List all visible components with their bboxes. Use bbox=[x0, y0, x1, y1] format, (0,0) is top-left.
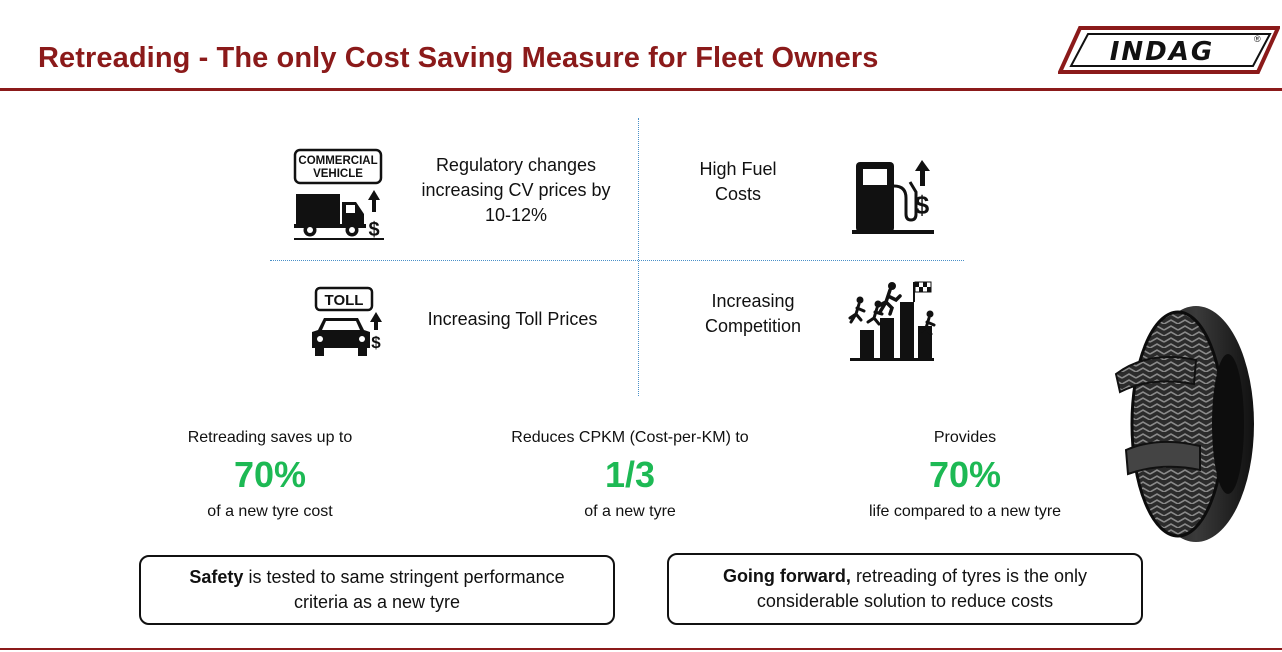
footer-divider bbox=[0, 648, 1282, 650]
stat-label-top: Reduces CPKM (Cost-per-KM) to bbox=[511, 429, 749, 446]
quadrant-competition-text: Increasing Competition bbox=[682, 289, 824, 339]
quadrant-text-line: Regulatory changes bbox=[435, 155, 597, 175]
icon-label-commercial: COMMERCIAL bbox=[298, 155, 377, 167]
svg-text:$: $ bbox=[368, 219, 379, 241]
callout-text: retreading of tyres is the only bbox=[850, 566, 1088, 586]
icon-label-vehicle: VEHICLE bbox=[313, 168, 363, 180]
stat-label-top: Retreading saves up to bbox=[187, 429, 353, 446]
quadrant-fuel-costs-text: High Fuel Costs bbox=[668, 157, 808, 207]
stat-label-bottom: life compared to a new tyre bbox=[868, 503, 1062, 520]
stat-cpkm: Reduces CPKM (Cost-per-KM) to 1/3 of a n… bbox=[470, 428, 790, 522]
quadrant-text-line: High Fuel bbox=[699, 159, 777, 179]
logo-registered-mark: ® bbox=[1254, 34, 1261, 44]
callout-bold-text: Safety bbox=[189, 567, 244, 587]
svg-text:$: $ bbox=[915, 190, 930, 220]
stat-label-top: Provides bbox=[933, 429, 997, 446]
stat-value: 70% bbox=[233, 454, 307, 495]
callout-text: is tested to same stringent performance bbox=[243, 567, 565, 587]
quadrant-text-line: 10-12% bbox=[484, 205, 548, 225]
callout-going-forward: Going forward, retreading of tyres is th… bbox=[667, 553, 1143, 625]
stat-label-bottom: of a new tyre bbox=[584, 503, 676, 520]
quadrant-vertical-divider bbox=[638, 118, 639, 396]
quadrant-text-line: Costs bbox=[714, 184, 761, 204]
retreaded-tyre-icon bbox=[1114, 306, 1254, 542]
stat-cost-savings: Retreading saves up to 70% of a new tyre… bbox=[150, 428, 390, 522]
svg-text:$: $ bbox=[371, 333, 381, 352]
icon-label-toll: TOLL bbox=[325, 292, 364, 309]
quadrant-text-line: Increasing Toll Prices bbox=[427, 309, 598, 329]
quadrant-cv-prices-text: Regulatory changes increasing CV prices … bbox=[396, 153, 636, 228]
fuel-pump-price-up-icon: $ bbox=[852, 160, 934, 234]
callout-bold-text: Going forward, bbox=[722, 566, 851, 586]
callout-text: criteria as a new tyre bbox=[293, 592, 461, 612]
runners-competition-icon bbox=[848, 281, 936, 361]
quadrant-horizontal-divider bbox=[270, 260, 964, 261]
page-title: Retreading - The only Cost Saving Measur… bbox=[38, 42, 879, 74]
stat-value: 70% bbox=[928, 454, 1002, 495]
quadrant-toll-prices-text: Increasing Toll Prices bbox=[400, 307, 625, 332]
logo-text: INDAG bbox=[1110, 37, 1214, 67]
indag-logo: INDAG ® bbox=[1058, 26, 1280, 74]
header-divider bbox=[0, 88, 1282, 91]
callout-text: considerable solution to reduce costs bbox=[756, 591, 1054, 611]
quadrant-text-line: increasing CV prices by bbox=[421, 180, 611, 200]
stat-value: 1/3 bbox=[604, 454, 656, 495]
quadrant-text-line: Increasing bbox=[711, 291, 795, 311]
car-toll-price-up-icon: TOLL $ bbox=[312, 286, 382, 356]
quadrant-text-line: Competition bbox=[704, 316, 802, 336]
stat-tyre-life: Provides 70% life compared to a new tyre bbox=[835, 428, 1095, 522]
callout-safety: Safety is tested to same stringent perfo… bbox=[139, 555, 615, 625]
truck-price-up-icon: COMMERCIAL VEHICLE $ bbox=[293, 148, 384, 241]
stat-label-bottom: of a new tyre cost bbox=[207, 503, 333, 520]
